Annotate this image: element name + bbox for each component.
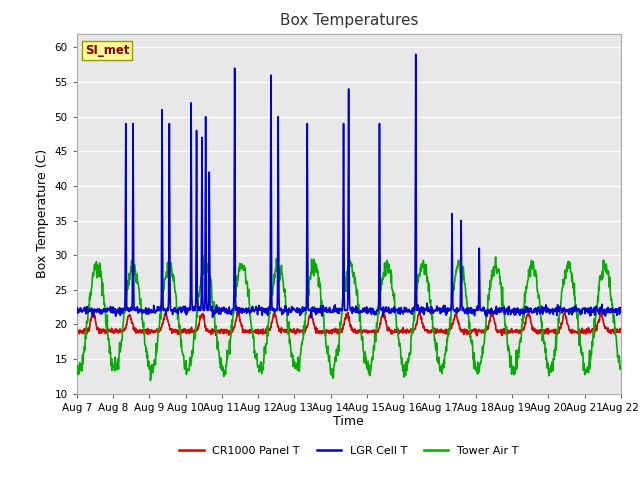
Y-axis label: Box Temperature (C): Box Temperature (C) — [36, 149, 49, 278]
Legend: CR1000 Panel T, LGR Cell T, Tower Air T: CR1000 Panel T, LGR Cell T, Tower Air T — [175, 441, 523, 460]
X-axis label: Time: Time — [333, 415, 364, 429]
Title: Box Temperatures: Box Temperatures — [280, 13, 418, 28]
Text: SI_met: SI_met — [85, 44, 129, 58]
